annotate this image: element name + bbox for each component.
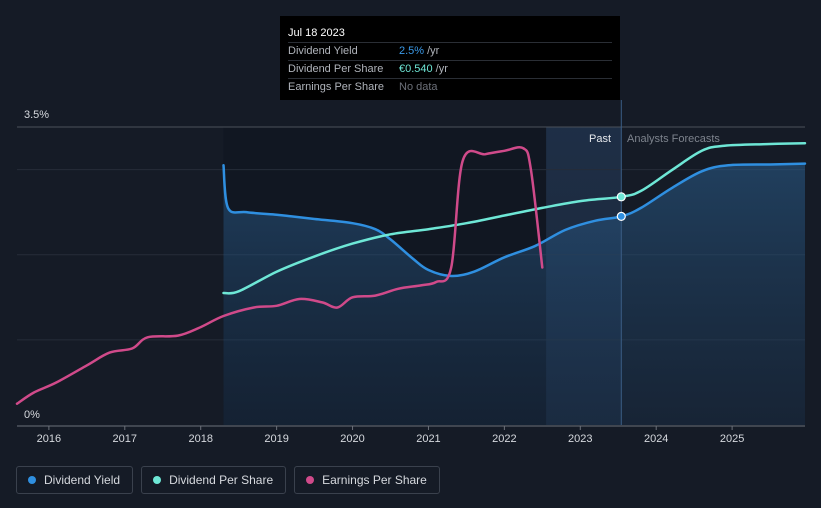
tooltip-row-earnings-per-share: Earnings Per Share No data bbox=[288, 78, 612, 96]
earnings-per-share-line bbox=[15, 145, 544, 405]
tooltip-label: Earnings Per Share bbox=[288, 81, 384, 93]
x-tick-label: 2016 bbox=[37, 433, 61, 445]
legend-label: Dividend Per Share bbox=[169, 473, 274, 487]
legend-dot-icon bbox=[153, 476, 162, 484]
series-markers bbox=[616, 192, 626, 221]
x-tick-label: 2018 bbox=[188, 433, 212, 445]
tooltip-row-dividend-yield: Dividend Yield 2.5% /yr bbox=[288, 42, 612, 60]
legend-dot-icon bbox=[28, 476, 36, 484]
x-tick-label: 2020 bbox=[340, 433, 364, 445]
tooltip-label: Dividend Yield bbox=[288, 45, 358, 57]
dividend-yield-area bbox=[223, 163, 805, 425]
tooltip-label: Dividend Per Share bbox=[288, 63, 384, 75]
x-tick-label: 2019 bbox=[264, 433, 288, 445]
tooltip-value: 2.5% bbox=[399, 45, 425, 57]
past-label: Past bbox=[589, 133, 611, 145]
dividend-per-share-line bbox=[222, 141, 807, 295]
x-tick-label: 2024 bbox=[644, 433, 668, 445]
dividend-yield-marker bbox=[616, 211, 626, 221]
tooltip-unit: /yr bbox=[427, 45, 440, 57]
legend: Dividend Yield Dividend Per Share Earnin… bbox=[16, 466, 440, 494]
x-ticks: 2016 2017 2018 2019 2020 2021 2022 2023 2024 2025 bbox=[37, 426, 744, 445]
legend-dot-icon bbox=[306, 476, 315, 484]
legend-item-dividend-per-share[interactable]: Dividend Per Share bbox=[141, 466, 287, 494]
y-tick-bottom: 0% bbox=[24, 409, 40, 421]
legend-label: Earnings Per Share bbox=[322, 473, 427, 487]
tooltip: Jul 18 2023 Dividend Yield 2.5% /yr Divi… bbox=[280, 16, 620, 100]
x-tick-label: 2017 bbox=[113, 433, 137, 445]
tooltip-unit: /yr bbox=[435, 63, 448, 75]
tooltip-value: €0.540 bbox=[399, 63, 433, 75]
legend-item-dividend-yield[interactable]: Dividend Yield bbox=[16, 466, 134, 494]
y-tick-top: 3.5% bbox=[24, 109, 49, 121]
x-tick-label: 2022 bbox=[492, 433, 516, 445]
legend-label: Dividend Yield bbox=[44, 473, 121, 487]
forecast-label: Analysts Forecasts bbox=[627, 133, 720, 145]
series-lines bbox=[15, 141, 807, 405]
dividend-per-share-marker bbox=[616, 192, 626, 202]
tooltip-row-dividend-per-share: Dividend Per Share €0.540 /yr bbox=[288, 60, 612, 78]
legend-item-earnings-per-share[interactable]: Earnings Per Share bbox=[294, 466, 440, 494]
x-tick-label: 2021 bbox=[416, 433, 440, 445]
dividend-yield-line bbox=[222, 162, 807, 278]
x-tick-label: 2023 bbox=[568, 433, 592, 445]
x-tick-label: 2025 bbox=[720, 433, 744, 445]
tooltip-date: Jul 18 2023 bbox=[288, 27, 345, 39]
tooltip-value: No data bbox=[399, 81, 438, 93]
